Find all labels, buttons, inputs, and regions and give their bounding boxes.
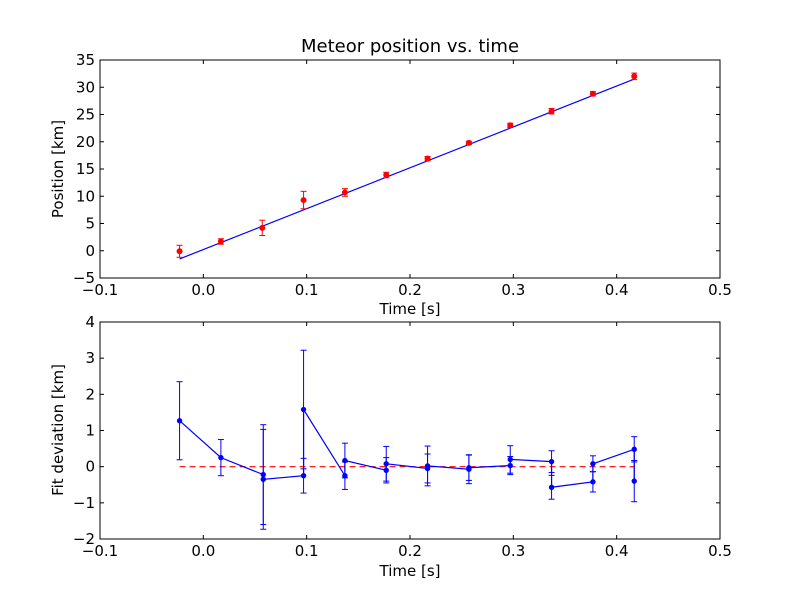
deviation-data-point xyxy=(342,457,348,464)
position-data-point xyxy=(341,189,348,196)
y-tick-label: 30 xyxy=(76,78,95,96)
position-data-point xyxy=(631,73,638,80)
y-tick-label: −5 xyxy=(73,269,95,287)
position-x-axis-label: Time [s] xyxy=(379,300,441,318)
position-data-point xyxy=(300,197,307,204)
y-tick-label: 5 xyxy=(85,215,95,233)
deviation-y-axis-label: Fit deviation [km] xyxy=(49,364,67,496)
deviation-x-axis-label: Time [s] xyxy=(379,562,441,580)
x-tick-label: 0.2 xyxy=(398,542,422,560)
deviation-data-point xyxy=(548,484,555,490)
x-tick-label: 0.4 xyxy=(605,281,629,299)
chart-title: Meteor position vs. time xyxy=(301,36,519,57)
y-tick-label: 1 xyxy=(85,422,95,440)
deviation-data-point xyxy=(631,478,637,484)
y-tick-label: 15 xyxy=(76,160,95,178)
deviation-data-point xyxy=(300,406,307,413)
x-tick-label: 0.3 xyxy=(501,281,525,299)
y-tick-label: 35 xyxy=(76,51,95,69)
position-data-point xyxy=(507,122,514,129)
deviation-line xyxy=(179,407,635,488)
x-tick-label: 0.5 xyxy=(708,542,732,560)
position-data-point xyxy=(424,155,431,162)
position-panel-data xyxy=(176,72,638,260)
y-tick-label: 10 xyxy=(76,187,95,205)
x-tick-label: 0.2 xyxy=(398,281,422,299)
deviation-data-point xyxy=(300,473,307,479)
deviation-data-point xyxy=(507,456,513,463)
x-tick-label: 0.1 xyxy=(295,281,319,299)
deviation-data-point xyxy=(176,418,183,424)
position-data-point xyxy=(548,108,555,115)
deviation-data-point xyxy=(424,463,431,469)
deviation-data-point xyxy=(218,454,224,461)
y-tick-label: 4 xyxy=(85,313,95,331)
deviation-panel-data xyxy=(176,349,638,530)
y-tick-label: −1 xyxy=(73,494,95,512)
x-tick-label: 0.1 xyxy=(295,542,319,560)
position-data-point xyxy=(383,171,390,178)
y-tick-label: 0 xyxy=(85,242,95,260)
deviation-data-point xyxy=(548,458,555,465)
x-tick-label: 0.5 xyxy=(708,281,732,299)
deviation-panel-frame xyxy=(99,321,721,540)
position-panel: Meteor position vs. time −0.1 0.0 0.1 0.2 0.… xyxy=(49,36,732,318)
x-tick-label: 0.0 xyxy=(191,281,215,299)
position-panel-frame xyxy=(99,59,721,279)
deviation-data-point xyxy=(590,461,596,467)
position-data-point xyxy=(465,139,472,146)
x-tick-label: 0.0 xyxy=(191,542,215,560)
deviation-data-point xyxy=(590,479,596,485)
x-tick-label: 0.4 xyxy=(605,542,629,560)
x-tick-label: −0.1 xyxy=(82,281,118,299)
y-tick-label: 25 xyxy=(76,106,95,124)
y-tick-label: 2 xyxy=(85,385,95,403)
deviation-data-point xyxy=(631,446,637,453)
y-tick-label: −2 xyxy=(73,530,95,548)
position-data-point xyxy=(217,238,224,245)
fit-line xyxy=(179,78,635,260)
position-y-axis-label: Position [km] xyxy=(49,120,67,218)
position-data-point xyxy=(176,248,183,255)
x-tick-label: −0.1 xyxy=(82,542,118,560)
position-panel-ticks: −0.1 0.0 0.1 0.2 0.3 0.4 0.5 −5 0 5 10 15 20 25 30 35 xyxy=(73,51,732,299)
y-tick-label: 20 xyxy=(76,133,95,151)
position-data-point xyxy=(259,224,266,231)
deviation-panel-ticks: −0.1 0.0 0.1 0.2 0.3 0.4 0.5 −2 −1 0 1 2 3 4 xyxy=(73,313,732,560)
deviation-data-point xyxy=(260,476,266,483)
y-tick-label: 3 xyxy=(85,349,95,367)
deviation-data-point xyxy=(466,465,472,471)
y-tick-label: 0 xyxy=(85,458,95,476)
position-data-point xyxy=(589,90,596,97)
x-tick-label: 0.3 xyxy=(501,542,525,560)
deviation-panel: −0.1 0.0 0.1 0.2 0.3 0.4 0.5 −2 −1 0 1 2 3 4 Time [s]… xyxy=(49,313,732,580)
deviation-data-point xyxy=(383,461,389,467)
